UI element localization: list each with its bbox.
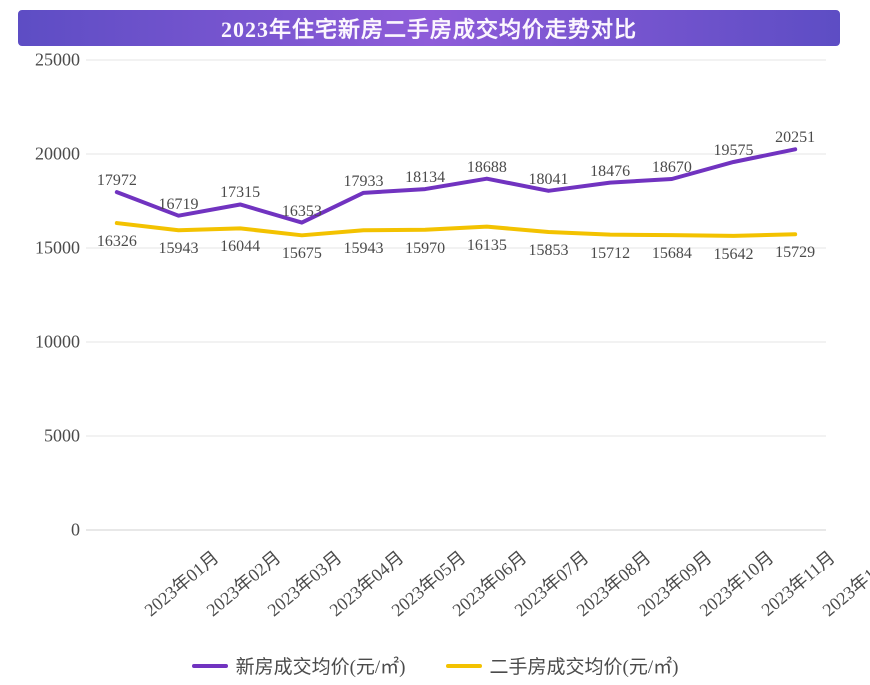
chart-legend: 新房成交均价(元/㎡) 二手房成交均价(元/㎡) — [0, 652, 870, 679]
data-label: 18476 — [590, 163, 630, 181]
data-label: 15853 — [529, 242, 569, 260]
legend-item: 二手房成交均价(元/㎡) — [446, 652, 679, 679]
price-trend-chart: 2023年住宅新房二手房成交均价走势对比 0500010000150002000… — [0, 0, 870, 685]
y-tick-label: 5000 — [0, 426, 80, 447]
data-label: 20251 — [775, 129, 815, 147]
data-label: 15970 — [405, 240, 445, 258]
legend-swatch — [192, 664, 228, 668]
legend-label: 新房成交均价(元/㎡) — [236, 652, 406, 679]
data-label: 15684 — [652, 245, 692, 263]
data-label: 16353 — [282, 203, 322, 221]
data-label: 15729 — [775, 244, 815, 262]
y-tick-label: 0 — [0, 520, 80, 541]
data-label: 15675 — [282, 245, 322, 263]
data-label: 15943 — [159, 240, 199, 258]
y-tick-label: 10000 — [0, 332, 80, 353]
y-tick-label: 15000 — [0, 238, 80, 259]
data-label: 18670 — [652, 159, 692, 177]
data-label: 16326 — [97, 233, 137, 251]
data-label: 19575 — [714, 142, 754, 160]
data-label: 18688 — [467, 159, 507, 177]
y-tick-label: 20000 — [0, 144, 80, 165]
data-label: 18041 — [529, 171, 569, 189]
data-label: 16719 — [159, 196, 199, 214]
data-label: 15943 — [344, 240, 384, 258]
data-label: 16044 — [220, 238, 260, 256]
data-label: 17972 — [97, 172, 137, 190]
legend-item: 新房成交均价(元/㎡) — [192, 652, 406, 679]
y-tick-label: 25000 — [0, 50, 80, 71]
legend-label: 二手房成交均价(元/㎡) — [490, 652, 679, 679]
legend-swatch — [446, 664, 482, 668]
data-label: 15642 — [714, 246, 754, 264]
data-label: 17933 — [344, 173, 384, 191]
data-label: 15712 — [590, 245, 630, 263]
data-label: 16135 — [467, 237, 507, 255]
data-label: 18134 — [405, 169, 445, 187]
data-label: 17315 — [220, 184, 260, 202]
